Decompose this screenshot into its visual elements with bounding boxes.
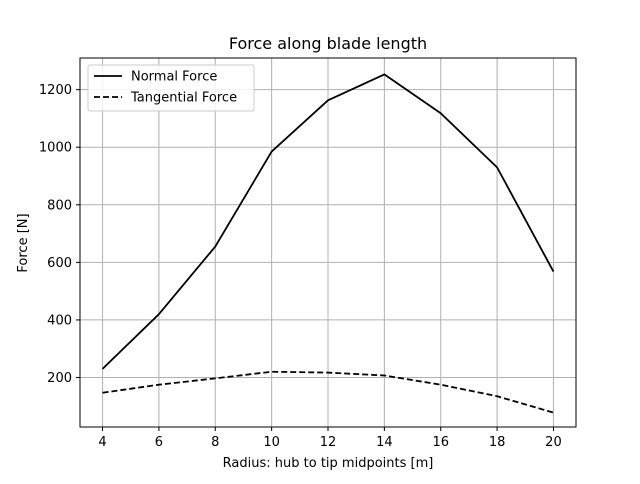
x-tick-label: 18 — [489, 435, 506, 450]
x-tick-label: 16 — [432, 435, 449, 450]
series-line-normal-force — [101, 73, 555, 370]
y-tick-label: 1000 — [39, 141, 72, 156]
x-tick-label: 4 — [98, 435, 106, 450]
legend-label: Normal Force — [131, 70, 217, 85]
series-line-tangential-force — [102, 370, 554, 414]
y-tick-label: 400 — [47, 313, 72, 328]
y-axis-label: Force [N] — [16, 213, 31, 272]
x-tick-label: 10 — [263, 435, 280, 450]
legend: Normal Force Tangential Force — [87, 64, 255, 112]
x-tick-label: 12 — [320, 435, 337, 450]
y-tick-label: 600 — [47, 256, 72, 271]
legend-label: Tangential Force — [130, 91, 237, 106]
x-tick-label: 14 — [376, 435, 393, 450]
axis-ticks: 4 6 8 10 12 14 16 18 20 200 400 600 800 1000 1200 — [39, 83, 562, 450]
y-tick-label: 200 — [47, 371, 72, 386]
x-tick-label: 6 — [155, 435, 163, 450]
x-tick-label: 20 — [545, 435, 562, 450]
grid — [80, 58, 576, 427]
chart-title: Force along blade length — [229, 34, 427, 53]
series-lines — [101, 73, 555, 414]
x-axis-label: Radius: hub to tip midpoints [m] — [223, 456, 434, 471]
legend-box — [87, 64, 255, 112]
y-tick-label: 1200 — [39, 83, 72, 98]
y-tick-label: 800 — [47, 198, 72, 213]
x-tick-label: 8 — [211, 435, 219, 450]
